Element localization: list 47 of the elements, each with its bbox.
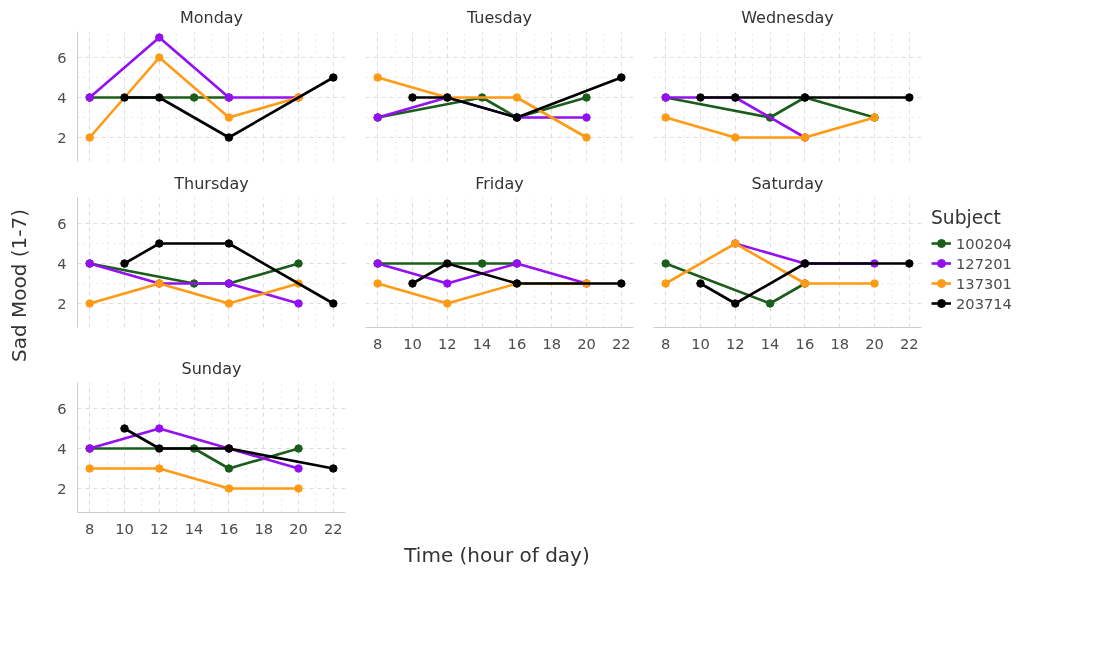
chart-title: Wednesday <box>741 7 834 27</box>
y-tick-label: 2 <box>57 128 67 146</box>
chart-title: Thursday <box>173 173 249 193</box>
legend-label: 127201 <box>956 254 1012 272</box>
x-tick-label: 10 <box>691 334 710 352</box>
chart-title: Saturday <box>751 173 824 193</box>
legend-label: 137301 <box>956 274 1012 292</box>
x-tick-label: 12 <box>437 334 457 352</box>
y-tick-label: 4 <box>57 88 67 106</box>
y-tick-label: 4 <box>57 439 67 457</box>
y-tick-label: 6 <box>57 48 67 66</box>
x-tick-label: 18 <box>542 334 562 352</box>
y-tick-label: 2 <box>57 294 67 312</box>
chart-title: Friday <box>475 173 524 193</box>
x-tick-label: 14 <box>184 519 204 537</box>
x-tick-label: 16 <box>507 334 527 352</box>
x-tick-label: 8 <box>661 334 671 352</box>
y-tick-label: 2 <box>57 479 67 497</box>
chart-title: Sunday <box>181 358 242 378</box>
x-tick-label: 18 <box>830 334 850 352</box>
x-tick-label: 22 <box>611 334 631 352</box>
x-tick-label: 20 <box>865 334 884 352</box>
legend-title: Subject <box>931 207 1002 228</box>
chart-title: Monday <box>179 7 244 27</box>
x-axis-title: Time (hour of day) <box>404 542 590 569</box>
x-tick-label: 16 <box>219 519 239 537</box>
x-tick-label: 20 <box>289 519 308 537</box>
x-tick-label: 8 <box>85 519 95 537</box>
x-tick-label: 12 <box>149 519 169 537</box>
x-tick-label: 14 <box>760 334 780 352</box>
x-tick-label: 10 <box>115 519 134 537</box>
x-tick-label: 10 <box>403 334 422 352</box>
x-tick-label: 8 <box>373 334 383 352</box>
legend-label: 203714 <box>956 294 1012 312</box>
x-tick-label: 22 <box>899 334 919 352</box>
x-tick-label: 12 <box>725 334 745 352</box>
x-tick-label: 20 <box>577 334 596 352</box>
y-axis-title: Sad Mood (1-7) <box>6 208 32 362</box>
y-tick-label: 6 <box>57 399 67 417</box>
x-tick-label: 14 <box>472 334 492 352</box>
chart-title: Tuesday <box>465 7 533 27</box>
x-tick-label: 22 <box>323 519 343 537</box>
x-tick-label: 18 <box>254 519 274 537</box>
legend-label: 100204 <box>956 234 1012 252</box>
y-tick-label: 6 <box>57 214 67 232</box>
y-tick-label: 4 <box>57 254 67 272</box>
x-tick-label: 16 <box>795 334 815 352</box>
